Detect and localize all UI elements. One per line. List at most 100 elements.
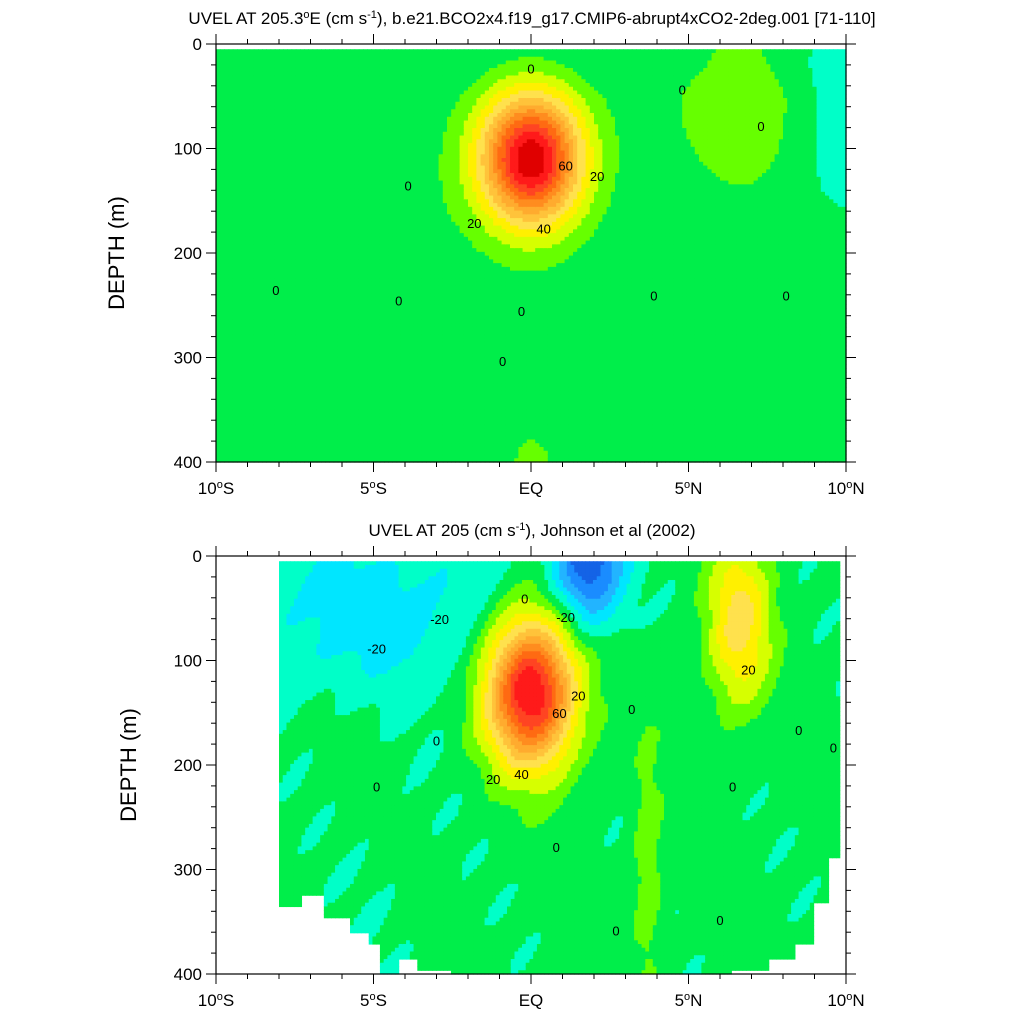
field-cell [266, 435, 272, 441]
field-cell [350, 371, 356, 377]
field-cell [245, 308, 251, 313]
field-cell [350, 383, 356, 388]
field-cell [266, 158, 272, 163]
field-cell [337, 109, 343, 114]
field-cell [237, 79, 242, 84]
field-cell [321, 424, 326, 429]
field-cell [379, 281, 385, 287]
field-cell [237, 334, 242, 339]
field-cell [266, 390, 272, 396]
field-cell [400, 135, 406, 140]
field-cell [405, 124, 410, 129]
field-cell [342, 319, 347, 324]
field-cell [333, 454, 339, 459]
field-cell [337, 394, 343, 399]
field-cell [253, 319, 259, 324]
field-cell [270, 323, 276, 328]
field-cell [249, 64, 255, 69]
field-cell [274, 128, 280, 133]
field-cell [392, 458, 398, 463]
field-cell [363, 443, 368, 448]
field-cell [279, 184, 284, 189]
field-cell [258, 210, 263, 215]
field-cell [316, 281, 322, 287]
field-cell [384, 124, 389, 129]
field-cell [291, 139, 297, 144]
field-cell [249, 60, 255, 65]
field-cell [283, 143, 288, 148]
field-cell [384, 454, 389, 459]
field-cell [363, 270, 368, 275]
field-cell [216, 259, 221, 264]
field-cell [342, 349, 347, 354]
field-cell [287, 67, 293, 73]
field-cell [249, 424, 255, 429]
field-cell [329, 75, 335, 80]
field-cell [392, 251, 398, 257]
field-cell [270, 334, 276, 339]
field-cell [405, 199, 410, 204]
field-cell [300, 206, 305, 212]
field-cell [283, 64, 288, 69]
field-cell [249, 285, 255, 290]
field-cell [367, 248, 372, 253]
field-cell [379, 304, 385, 309]
field-cell [295, 270, 301, 275]
field-cell [333, 206, 339, 212]
field-cell [325, 154, 330, 159]
field-cell [379, 248, 385, 253]
field-cell [283, 244, 288, 249]
field-cell [224, 154, 230, 159]
field-cell [220, 52, 225, 58]
field-cell [253, 154, 259, 159]
field-cell [216, 225, 221, 230]
field-cell [325, 394, 330, 399]
field-cell [304, 251, 309, 257]
field-cell [329, 56, 335, 62]
field-cell [358, 285, 364, 290]
field-cell [325, 60, 330, 65]
field-cell [287, 86, 293, 92]
field-cell [245, 386, 251, 392]
field-cell [253, 176, 259, 182]
field-cell [358, 405, 364, 411]
field-cell [337, 353, 343, 358]
field-cell [291, 443, 297, 448]
field-cell [354, 233, 360, 238]
field-cell [216, 293, 221, 298]
field-cell [363, 203, 368, 208]
field-cell [329, 71, 335, 77]
field-cell [241, 131, 246, 137]
field-cell [333, 52, 339, 58]
field-cell [312, 146, 318, 152]
field-cell [392, 229, 398, 234]
field-cell [241, 146, 246, 152]
field-cell [304, 113, 309, 118]
field-cell [274, 416, 280, 422]
field-cell [329, 345, 335, 351]
field-cell [266, 128, 272, 133]
field-cell [274, 420, 280, 426]
field-cell [237, 311, 242, 317]
field-cell [216, 229, 221, 234]
field-cell [342, 124, 347, 129]
field-cell [304, 71, 309, 77]
field-cell [379, 165, 385, 170]
field-cell [342, 255, 347, 260]
field-cell [337, 446, 343, 452]
field-cell [388, 176, 393, 182]
field-cell [312, 233, 318, 238]
field-cell [300, 409, 305, 414]
field-cell [329, 128, 335, 133]
field-cell [249, 75, 255, 80]
field-cell [388, 225, 393, 230]
field-cell [358, 173, 364, 178]
field-cell [283, 203, 288, 208]
field-cell [253, 244, 259, 249]
field-cell [346, 169, 351, 174]
field-cell [316, 150, 322, 155]
field-cell [258, 356, 263, 362]
field-cell [258, 165, 263, 170]
field-cell [396, 281, 402, 287]
field-cell [304, 394, 309, 399]
